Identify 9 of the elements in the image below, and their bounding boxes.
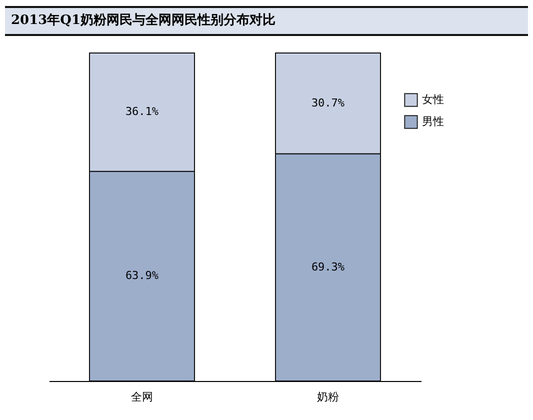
legend-label: 男性	[422, 115, 444, 128]
data-label: 63.9%	[125, 269, 159, 282]
data-label: 36.1%	[125, 105, 159, 118]
x-tick-label: 全网	[131, 390, 153, 404]
x-tick-label: 奶粉	[317, 390, 339, 404]
data-label: 69.3%	[311, 260, 345, 274]
chart-title: 2013年Q1奶粉网民与全网网民性别分布对比	[5, 6, 528, 36]
legend-label: 女性	[422, 93, 444, 106]
data-label: 30.7%	[311, 96, 345, 110]
